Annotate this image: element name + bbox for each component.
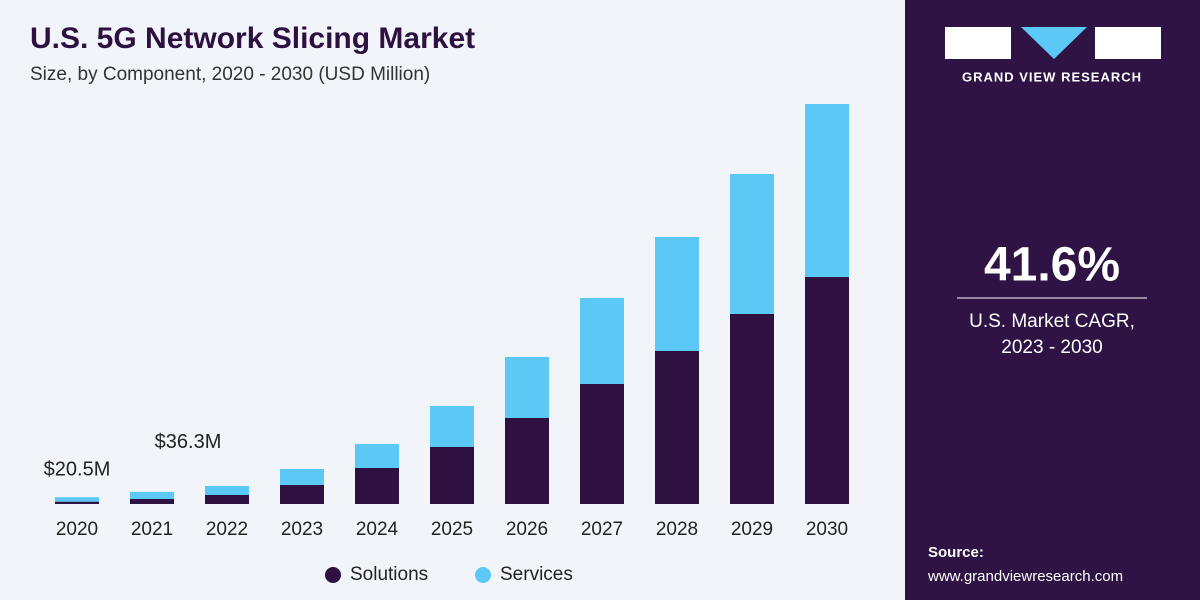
- bar-segment: [430, 406, 474, 447]
- logo-block: [1021, 27, 1087, 59]
- x-tick-label: 2022: [206, 519, 248, 540]
- x-tick-label: 2029: [731, 519, 773, 540]
- legend-swatch: [475, 567, 491, 583]
- bar-segment: [130, 491, 174, 499]
- bar-segment: [130, 499, 174, 504]
- x-tick-label: 2020: [56, 519, 98, 540]
- bar-segment: [355, 468, 399, 504]
- x-tick-label: 2021: [131, 519, 173, 540]
- bar-segment: [205, 486, 249, 495]
- x-tick-label: 2025: [431, 519, 473, 540]
- legend-swatch: [325, 567, 341, 583]
- bar-segment: [205, 495, 249, 504]
- bar-segment: [805, 104, 849, 277]
- annotation: $36.3M: [155, 431, 222, 453]
- legend-label: Services: [500, 564, 573, 585]
- cagr-label: 2023 - 2030: [1001, 337, 1102, 358]
- bar-segment: [505, 418, 549, 504]
- bar-segment: [655, 351, 699, 504]
- x-tick-label: 2028: [656, 519, 698, 540]
- legend-label: Solutions: [350, 564, 428, 585]
- cagr-value: 41.6%: [984, 239, 1120, 292]
- bar-segment: [730, 174, 774, 314]
- source-label: Source:: [928, 544, 984, 561]
- logo-block: [1095, 27, 1161, 59]
- bar-segment: [430, 447, 474, 504]
- source-url: www.grandviewresearch.com: [927, 568, 1123, 585]
- chart-subtitle: Size, by Component, 2020 - 2030 (USD Mil…: [30, 64, 430, 85]
- logo: [945, 27, 1161, 59]
- bar-segment: [730, 314, 774, 504]
- x-tick-label: 2030: [806, 519, 848, 540]
- cagr-label: U.S. Market CAGR,: [969, 311, 1135, 332]
- annotation: $20.5M: [44, 458, 111, 480]
- brand: GRAND VIEW RESEARCH: [962, 69, 1142, 84]
- x-tick-label: 2027: [581, 519, 623, 540]
- bar-segment: [280, 485, 324, 504]
- x-tick-label: 2026: [506, 519, 548, 540]
- bar-segment: [580, 384, 624, 504]
- bar-segment: [355, 444, 399, 468]
- bar-segment: [55, 497, 99, 502]
- bar-segment: [55, 501, 99, 504]
- x-tick-label: 2024: [356, 519, 399, 540]
- chart-title: U.S. 5G Network Slicing Market: [30, 22, 475, 55]
- sidebar: [905, 0, 1200, 600]
- bar-segment: [655, 237, 699, 351]
- bar-segment: [805, 277, 849, 504]
- logo-block: [945, 27, 1011, 59]
- bar-segment: [505, 357, 549, 418]
- bar-segment: [280, 469, 324, 485]
- x-tick-label: 2023: [281, 519, 323, 540]
- bar-segment: [580, 298, 624, 384]
